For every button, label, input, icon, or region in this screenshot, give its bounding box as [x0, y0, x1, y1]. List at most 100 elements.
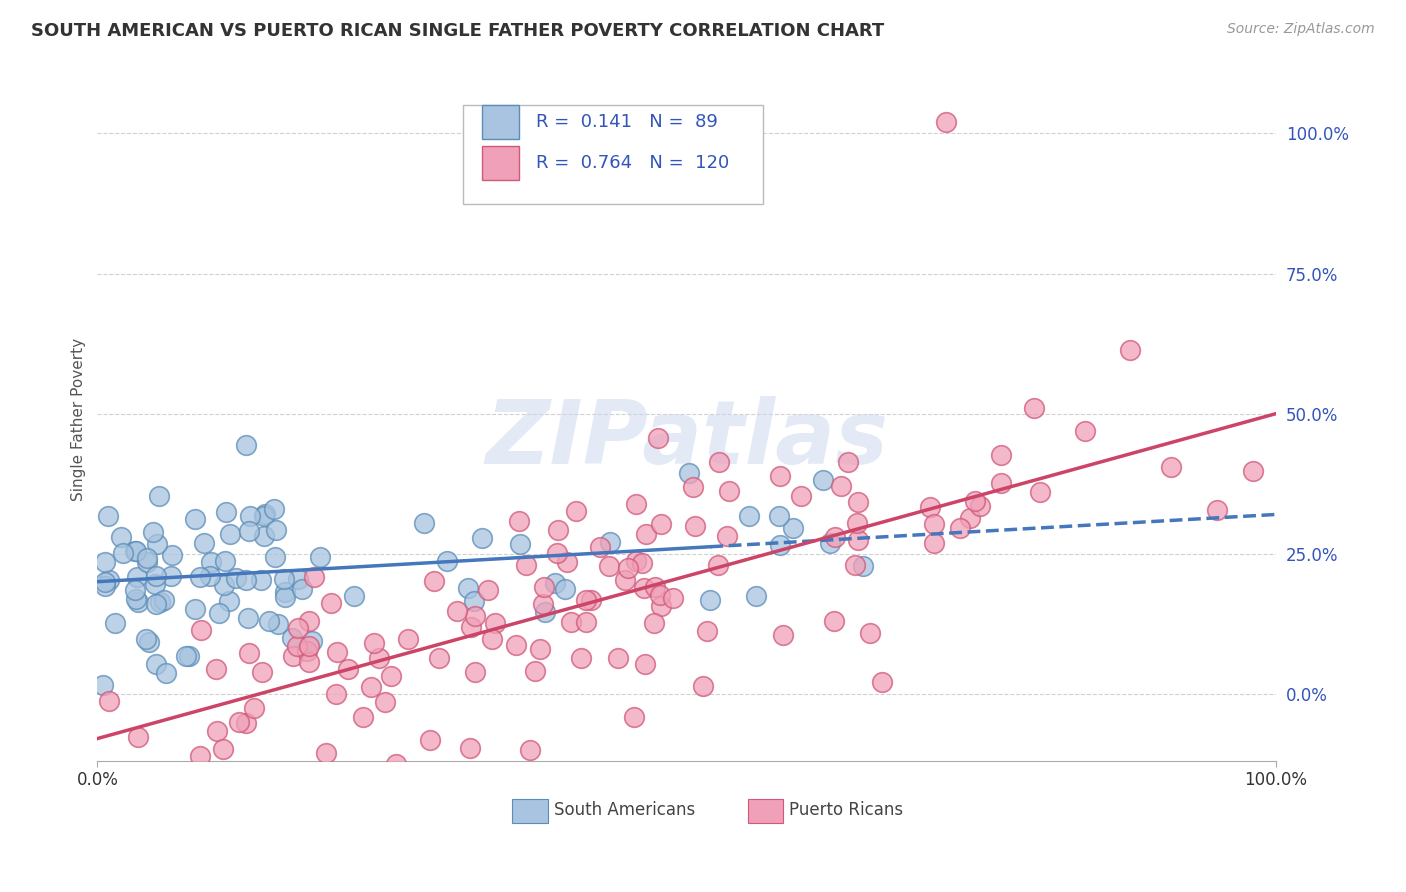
Point: [463, 609, 485, 624]
Point: [990, 476, 1012, 491]
Point: [214, 553, 236, 567]
Point: [125, 570, 148, 584]
Point: [360, 681, 382, 695]
Point: [343, 590, 366, 604]
Text: Puerto Ricans: Puerto Ricans: [789, 801, 904, 819]
Point: [124, 544, 146, 558]
Point: [283, 648, 305, 663]
Point: [1029, 485, 1052, 500]
Point: [634, 657, 657, 672]
Point: [253, 529, 276, 543]
Point: [135, 550, 157, 565]
Point: [707, 455, 730, 469]
Point: [124, 582, 146, 597]
Point: [920, 500, 942, 515]
Point: [160, 568, 183, 582]
Point: [297, 640, 319, 654]
Point: [678, 466, 700, 480]
FancyBboxPatch shape: [748, 798, 783, 823]
Point: [295, 644, 318, 658]
Point: [949, 521, 972, 535]
Point: [352, 710, 374, 724]
Point: [155, 665, 177, 680]
Point: [682, 479, 704, 493]
Point: [138, 634, 160, 648]
Point: [547, 523, 569, 537]
Point: [264, 523, 287, 537]
Point: [648, 588, 671, 602]
Point: [716, 529, 738, 543]
Point: [922, 516, 945, 531]
Point: [385, 757, 408, 772]
Point: [287, 621, 309, 635]
Point: [111, 546, 134, 560]
Point: [190, 570, 212, 584]
Point: [184, 512, 207, 526]
Point: [143, 577, 166, 591]
Point: [97, 573, 120, 587]
Point: [94, 575, 117, 590]
Point: [613, 573, 636, 587]
Point: [135, 632, 157, 646]
Point: [239, 508, 262, 523]
Point: [412, 516, 434, 530]
Text: SOUTH AMERICAN VS PUERTO RICAN SINGLE FATHER POVERTY CORRELATION CHART: SOUTH AMERICAN VS PUERTO RICAN SINGLE FA…: [31, 22, 884, 40]
Point: [149, 594, 172, 608]
Text: R =  0.764   N =  120: R = 0.764 N = 120: [536, 154, 730, 172]
Point: [859, 625, 882, 640]
Point: [464, 665, 486, 680]
Point: [508, 514, 530, 528]
Point: [623, 709, 645, 723]
Point: [212, 578, 235, 592]
Point: [104, 616, 127, 631]
Point: [419, 733, 441, 747]
Point: [127, 730, 149, 744]
Point: [193, 535, 215, 549]
Point: [581, 593, 603, 607]
Point: [990, 448, 1012, 462]
Point: [298, 655, 321, 669]
FancyBboxPatch shape: [512, 798, 547, 823]
FancyBboxPatch shape: [482, 145, 519, 180]
Point: [554, 582, 576, 597]
Point: [624, 554, 647, 568]
Point: [212, 742, 235, 756]
Point: [683, 519, 706, 533]
Point: [160, 548, 183, 562]
Point: [533, 605, 555, 619]
Point: [745, 589, 768, 603]
Point: [145, 597, 167, 611]
Point: [325, 687, 347, 701]
FancyBboxPatch shape: [482, 104, 519, 139]
Point: [769, 538, 792, 552]
Point: [200, 556, 222, 570]
Point: [531, 597, 554, 611]
Point: [813, 473, 835, 487]
Point: [644, 580, 666, 594]
Point: [515, 558, 537, 573]
Point: [253, 508, 276, 522]
Point: [225, 571, 247, 585]
Point: [959, 511, 981, 525]
Point: [145, 568, 167, 582]
Point: [308, 550, 330, 565]
Point: [145, 657, 167, 671]
Point: [717, 484, 740, 499]
Point: [574, 615, 596, 629]
Point: [870, 674, 893, 689]
Point: [852, 558, 875, 573]
Point: [1243, 464, 1265, 478]
Point: [236, 611, 259, 625]
Point: [205, 724, 228, 739]
Point: [633, 581, 655, 595]
Point: [965, 493, 987, 508]
Point: [198, 569, 221, 583]
Point: [707, 558, 730, 573]
Point: [238, 646, 260, 660]
Point: [935, 115, 957, 129]
Point: [266, 617, 288, 632]
Point: [823, 614, 845, 628]
Point: [768, 509, 790, 524]
Point: [546, 546, 568, 560]
FancyBboxPatch shape: [463, 104, 763, 204]
